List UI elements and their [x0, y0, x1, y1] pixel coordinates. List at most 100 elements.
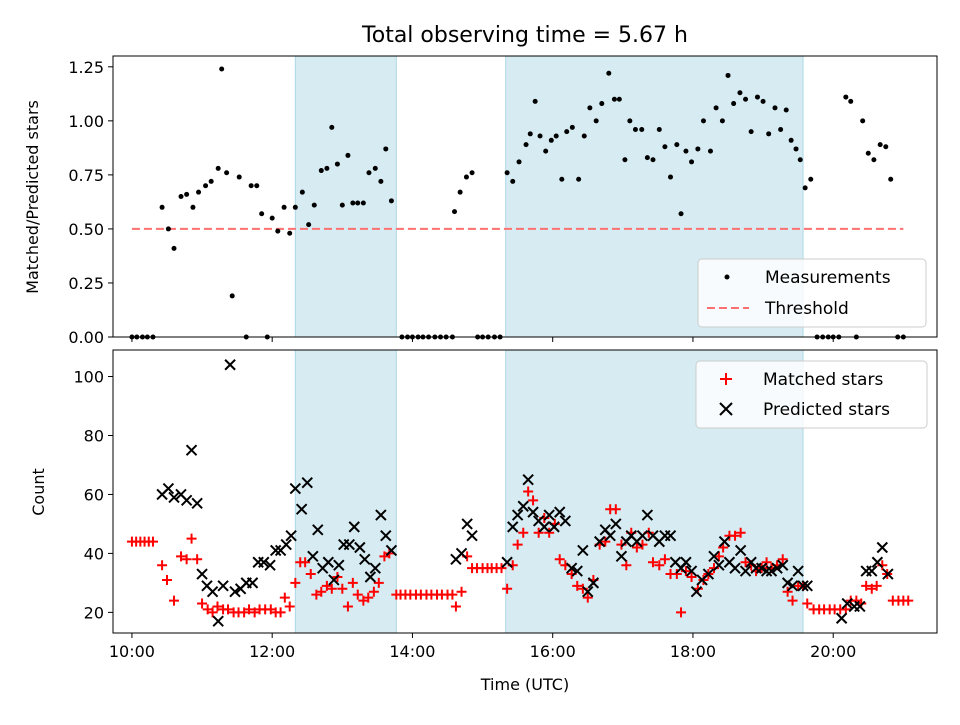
- predicted-star-point: [369, 562, 381, 574]
- matched-star-point: [279, 592, 290, 603]
- predicted-star-point: [191, 497, 203, 509]
- predicted-star-point: [801, 580, 813, 592]
- measurement-point: [766, 131, 772, 137]
- predicted-star-point: [713, 559, 725, 571]
- matched-star-point: [337, 583, 348, 594]
- matched-star-point: [647, 557, 658, 568]
- x-tick-label: 18:00: [670, 642, 716, 661]
- measurement-point: [457, 189, 463, 195]
- matched-star-point: [735, 527, 746, 538]
- measurement-point: [707, 148, 713, 154]
- matched-star-point: [787, 595, 798, 606]
- bottom-y-tick-label: 80: [84, 426, 104, 445]
- predicted-star-point: [559, 515, 572, 527]
- measurement-point: [355, 200, 361, 206]
- predicted-star-point: [680, 556, 692, 568]
- predicted-star-point: [690, 586, 703, 598]
- measurement-point: [760, 98, 766, 104]
- measurement-point: [504, 170, 510, 176]
- predicted-star-point: [343, 538, 356, 551]
- measurement-point: [713, 105, 719, 111]
- matched-star-point: [528, 495, 539, 506]
- predicted-star-point: [871, 556, 884, 568]
- measurement-point: [778, 126, 784, 132]
- bottom-axes-frame: [112, 349, 938, 634]
- predicted-star-point: [295, 503, 308, 515]
- matched-star-point: [861, 580, 872, 591]
- measurement-point: [281, 204, 287, 210]
- x-tick-label: 10:00: [109, 642, 155, 661]
- matched-star-point: [212, 601, 223, 612]
- predicted-star-point: [554, 506, 566, 518]
- measurement-point: [178, 194, 184, 199]
- predicted-star-point: [543, 509, 555, 521]
- matched-star-point: [523, 486, 534, 497]
- top-y-axis-label: Matched/Predicted stars: [23, 100, 42, 294]
- measurement-point: [616, 96, 622, 102]
- predicted-star-point: [380, 530, 392, 542]
- matched-star-point: [456, 586, 467, 597]
- x-axis-label: Time (UTC): [480, 675, 569, 694]
- measurement-point: [695, 146, 701, 152]
- matched-star-point: [802, 598, 813, 609]
- predicted-star-point: [729, 562, 741, 574]
- predicted-star-point: [348, 521, 360, 533]
- predicted-star-point: [835, 612, 848, 624]
- measurement-point: [888, 176, 894, 182]
- measurement-point: [683, 148, 689, 154]
- measurement-point: [532, 98, 538, 104]
- measurement-point: [843, 94, 849, 100]
- matched-star-point: [686, 571, 697, 582]
- predicted-star-point: [777, 559, 789, 571]
- measurement-point: [731, 101, 737, 107]
- measurement-point: [203, 183, 209, 189]
- measurement-point: [334, 161, 340, 167]
- chart-title: Total observing time = 5.67 h: [361, 23, 688, 48]
- predicted-star-point: [604, 530, 616, 542]
- measurement-point: [725, 72, 731, 78]
- predicted-star-point: [466, 530, 478, 542]
- measurement-point: [587, 105, 593, 111]
- bottom-y-tick-label: 60: [84, 485, 104, 504]
- bottom-y-ticks: 20 40 60 80 100: [73, 368, 113, 622]
- measurement-point: [184, 191, 190, 197]
- predicted-star-point: [206, 586, 219, 598]
- matched-star-point: [373, 577, 384, 588]
- predicted-star-point: [185, 444, 198, 456]
- matched-star-point: [223, 604, 234, 615]
- measurement-point: [581, 133, 587, 139]
- bottom-x-ticks: 10:00 12:00 14:00 16:00 18:00 20:00: [109, 633, 856, 661]
- measurement-point: [622, 157, 628, 163]
- predicted-star-point: [212, 615, 224, 627]
- measurement-point: [802, 185, 808, 191]
- matched-star-point: [518, 527, 529, 538]
- measurement-point: [372, 165, 378, 171]
- matched-star-point: [600, 536, 611, 547]
- measurement-point: [569, 124, 575, 130]
- matched-star-point: [316, 586, 327, 597]
- matched-star-point: [157, 560, 168, 571]
- measurement-point: [190, 204, 196, 210]
- predicted-star-point: [636, 530, 649, 542]
- measurement-point: [548, 137, 554, 143]
- predicted-star-point: [548, 521, 560, 533]
- predicted-star-point: [168, 491, 180, 504]
- top-y-tick-label: 0.00: [68, 328, 104, 347]
- measurement-point: [527, 131, 533, 137]
- bottom-y-tick-label: 20: [84, 603, 104, 622]
- matched-star-point: [147, 536, 158, 547]
- measurement-point: [860, 118, 866, 124]
- matched-star-point: [275, 607, 286, 618]
- measurement-point: [523, 142, 529, 148]
- measurement-point: [639, 126, 645, 132]
- measurement-point: [366, 170, 372, 176]
- top-y-tick-label: 0.25: [68, 274, 104, 293]
- predicted-star-point: [577, 544, 589, 557]
- predicted-star-point: [312, 524, 324, 536]
- measurement-point: [224, 170, 230, 176]
- matched-star-point: [347, 577, 358, 588]
- measurement-point: [632, 126, 638, 132]
- predicted-star-point: [328, 574, 340, 586]
- measurement-point: [737, 90, 743, 96]
- measurement-point: [627, 118, 633, 124]
